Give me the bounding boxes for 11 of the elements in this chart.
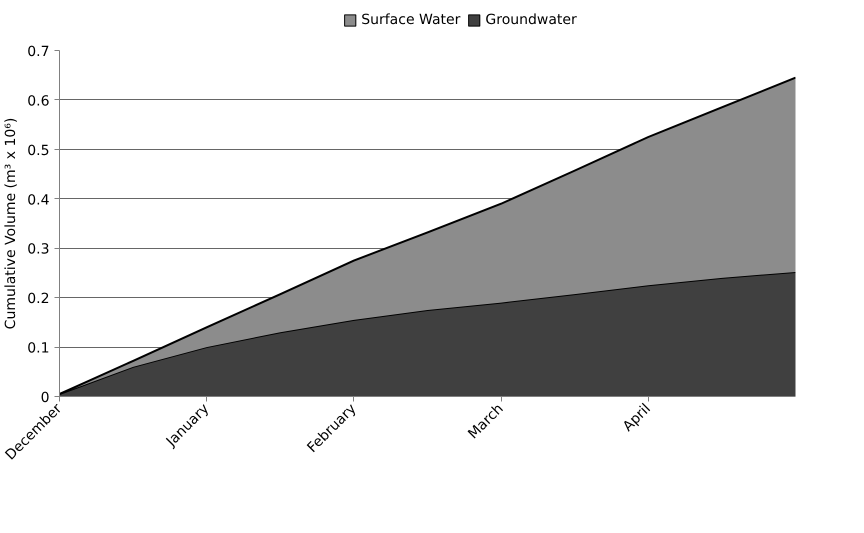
legend-label: Surface Water [361,12,460,28]
y-tick-label: 0.7 [27,44,50,60]
y-tick-label: 0.1 [27,340,50,357]
y-tick-label: 0.2 [27,291,50,308]
y-tick-label: 0.6 [27,93,50,110]
y-tick-label: 0.4 [27,192,50,208]
y-tick-label: 0.3 [27,242,50,258]
legend-label: Groundwater [485,12,577,28]
y-tick-label: 0 [40,390,50,406]
y-axis-title: Cumulative Volume (m³ x 10⁶) [3,118,20,330]
y-tick-label: 0.5 [27,142,50,159]
